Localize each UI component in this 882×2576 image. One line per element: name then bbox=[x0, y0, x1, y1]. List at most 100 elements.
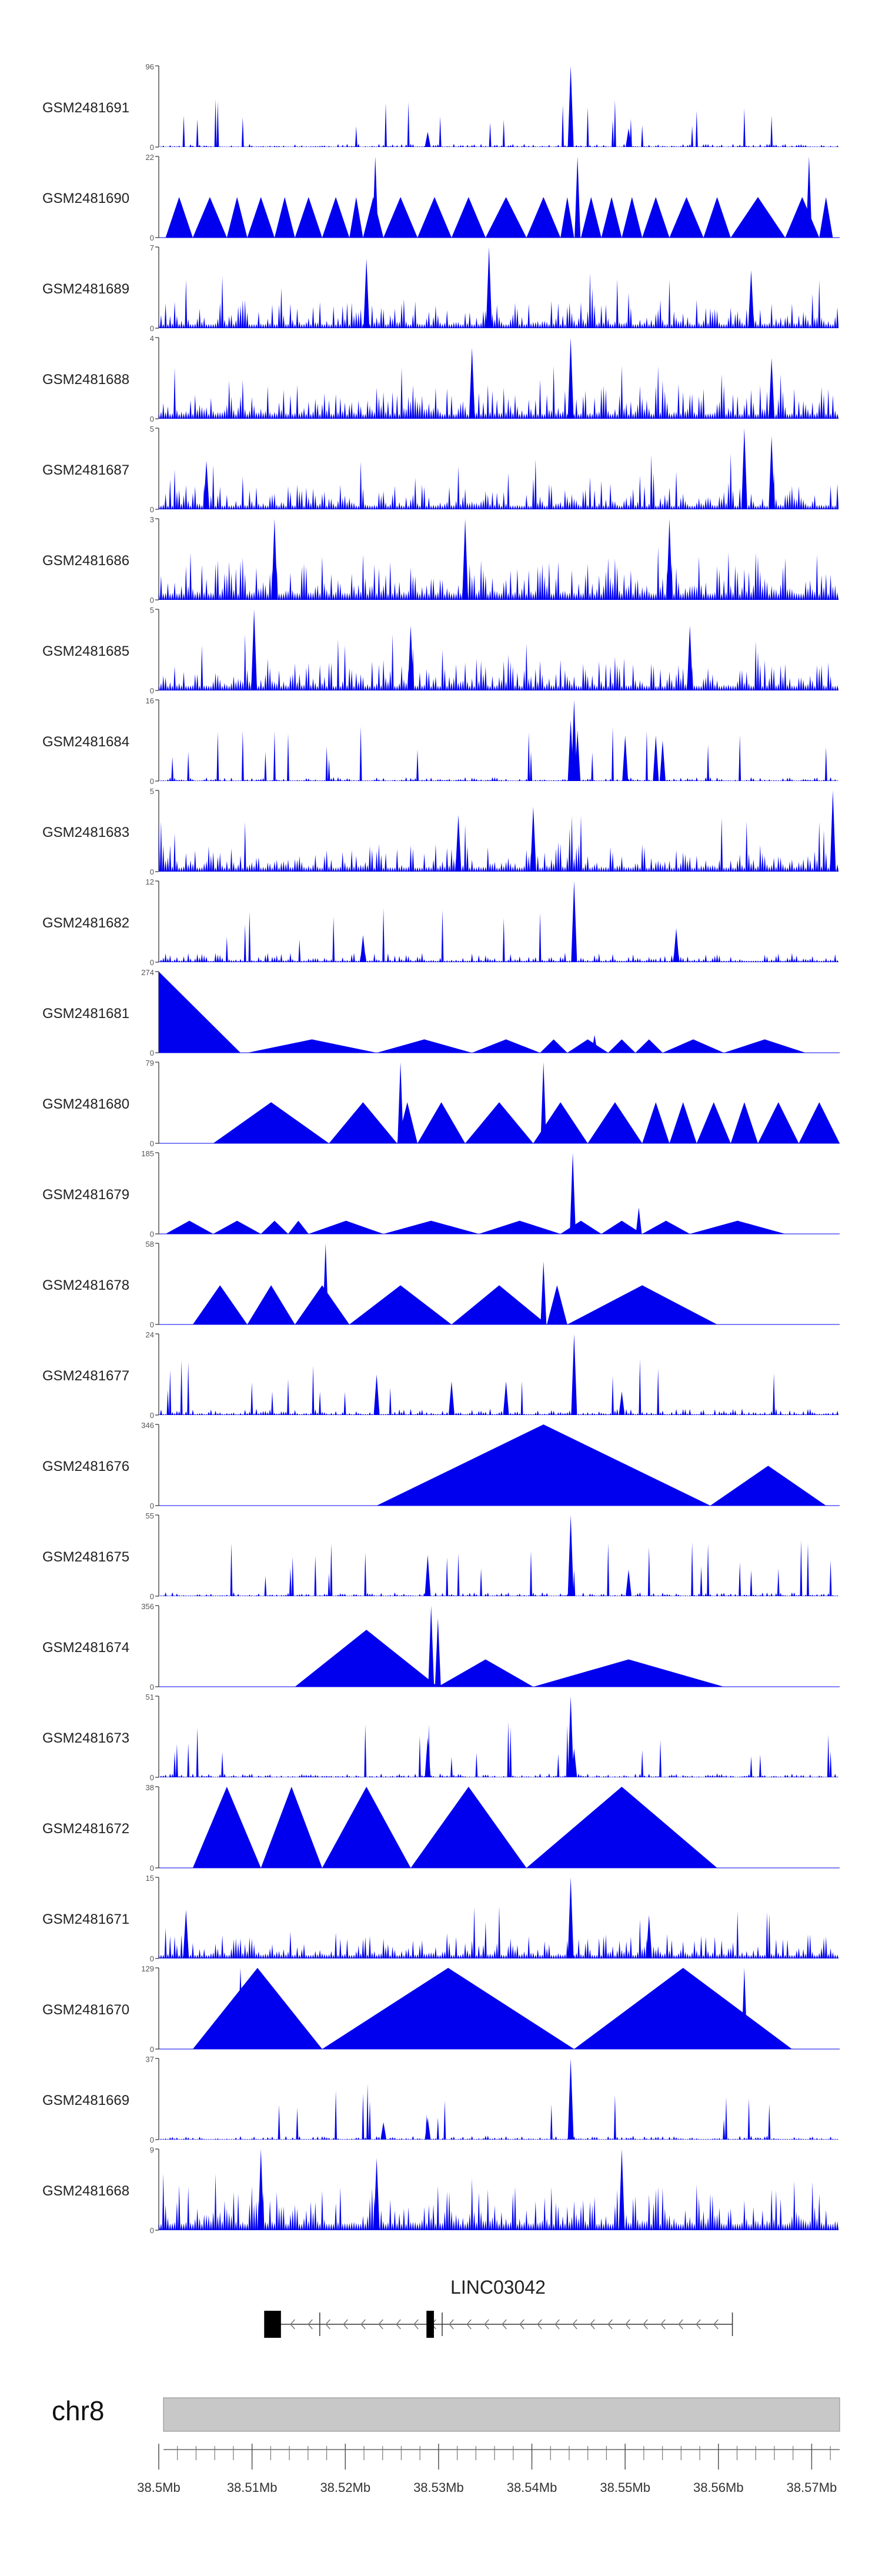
track-GSM2481676: GSM2481676 346 0 bbox=[42, 1421, 840, 1510]
coverage-peak bbox=[203, 461, 210, 509]
coverage-peak bbox=[741, 1968, 747, 2049]
coverage-peak bbox=[626, 128, 632, 147]
coverage-area bbox=[159, 816, 840, 872]
track-GSM2481680: GSM2481680 79 0 bbox=[42, 1059, 840, 1148]
coverage-peak bbox=[380, 2122, 387, 2140]
y-max-label: 274 bbox=[141, 968, 154, 977]
track-label: GSM2481691 bbox=[42, 100, 129, 116]
track-label: GSM2481684 bbox=[42, 734, 129, 750]
track-label: GSM2481672 bbox=[42, 1821, 129, 1837]
coverage-peak bbox=[659, 740, 666, 781]
strand-arrow bbox=[308, 2319, 313, 2330]
track-label: GSM2481674 bbox=[42, 1640, 129, 1656]
strand-arrow bbox=[713, 2319, 719, 2330]
y-max-label: 346 bbox=[141, 1421, 154, 1430]
coverage-peak bbox=[571, 1334, 577, 1415]
coverage-peak bbox=[567, 720, 574, 781]
strand-arrow bbox=[466, 2319, 472, 2330]
coverage-area bbox=[159, 547, 840, 600]
coverage-peak bbox=[806, 156, 812, 238]
coverage-peak bbox=[567, 1696, 574, 1777]
y-min-label: 0 bbox=[150, 1954, 154, 1963]
coverage-peak bbox=[397, 1062, 404, 1143]
coverage-area bbox=[159, 2083, 840, 2140]
coverage-peak bbox=[469, 348, 475, 419]
coverage-area bbox=[165, 197, 833, 238]
y-min-label: 0 bbox=[150, 415, 154, 423]
track-GSM2481691: GSM2481691 96 0 bbox=[42, 62, 840, 152]
track-GSM2481677: GSM2481677 24 0 bbox=[42, 1330, 840, 1420]
track-label: GSM2481682 bbox=[42, 915, 129, 931]
coverage-peak bbox=[407, 625, 414, 690]
coverage-area bbox=[165, 1220, 786, 1234]
strand-arrow bbox=[554, 2319, 560, 2330]
y-max-label: 3 bbox=[150, 515, 154, 524]
coverage-peak bbox=[741, 428, 747, 509]
track-label: GSM2481677 bbox=[42, 1368, 129, 1384]
coverage-peak bbox=[626, 1569, 632, 1596]
gene-exon bbox=[426, 2311, 434, 2338]
track-GSM2481682: GSM2481682 12 0 bbox=[42, 877, 840, 967]
strand-arrow bbox=[625, 2319, 630, 2330]
genome-axis-track: chr8 38.5Mb 38.51Mb 38.52Mb 38.53Mb 38.54Mb 3… bbox=[52, 2395, 840, 2495]
y-min-label: 0 bbox=[150, 1501, 154, 1510]
y-max-label: 12 bbox=[146, 877, 154, 886]
chromosome-ideogram bbox=[163, 2397, 840, 2432]
y-min-label: 0 bbox=[150, 958, 154, 967]
coverage-peak bbox=[653, 735, 659, 781]
coverage-peak bbox=[462, 519, 469, 600]
coverage-area bbox=[159, 273, 840, 328]
y-max-label: 96 bbox=[146, 62, 154, 71]
track-GSM2481683: GSM2481683 5 0 bbox=[42, 787, 840, 876]
y-min-label: 0 bbox=[150, 143, 154, 152]
coverage-area bbox=[159, 1906, 840, 1958]
coverage-peak bbox=[769, 358, 775, 419]
axis-tick-label: 38.51Mb bbox=[227, 2480, 278, 2495]
y-max-label: 129 bbox=[141, 1964, 154, 1973]
track-GSM2481671: GSM2481671 15 0 bbox=[42, 1874, 840, 1963]
coverage-area bbox=[295, 1630, 724, 1687]
coverage-peak bbox=[666, 519, 673, 600]
coverage-peak bbox=[425, 132, 431, 147]
axis-tick-label: 38.54Mb bbox=[507, 2480, 557, 2495]
coverage-peak bbox=[748, 270, 754, 328]
coverage-peak bbox=[687, 625, 693, 690]
coverage-peak bbox=[570, 1153, 576, 1234]
y-max-label: 4 bbox=[150, 334, 154, 343]
coverage-area bbox=[192, 1968, 792, 2049]
strand-arrow bbox=[290, 2319, 295, 2330]
coverage-area bbox=[192, 1285, 717, 1324]
coverage-peak bbox=[428, 1606, 435, 1687]
coverage-peak bbox=[455, 815, 462, 872]
coverage-area bbox=[159, 2173, 840, 2230]
y-min-label: 0 bbox=[150, 324, 154, 333]
y-min-label: 0 bbox=[150, 686, 154, 695]
coverage-peak bbox=[571, 881, 577, 962]
coverage-peak bbox=[571, 1749, 577, 1777]
y-min-label: 0 bbox=[150, 1049, 154, 1057]
track-GSM2481674: GSM2481674 356 0 bbox=[42, 1602, 840, 1691]
coverage-area bbox=[159, 908, 840, 962]
coverage-peak bbox=[592, 1035, 598, 1053]
coverage-peak bbox=[619, 1391, 625, 1415]
track-GSM2481688: GSM2481688 4 0 bbox=[42, 334, 840, 423]
coverage-peak bbox=[237, 1968, 243, 2049]
strand-arrow bbox=[572, 2319, 577, 2330]
y-max-label: 5 bbox=[150, 787, 154, 796]
y-max-label: 356 bbox=[141, 1602, 154, 1611]
axis-tick-label: 38.57Mb bbox=[787, 2480, 837, 2495]
y-min-label: 0 bbox=[150, 1230, 154, 1239]
coverage-area bbox=[376, 1424, 826, 1506]
strand-arrow bbox=[484, 2319, 489, 2330]
y-max-label: 5 bbox=[150, 606, 154, 615]
coverage-peak bbox=[769, 436, 775, 509]
y-max-label: 58 bbox=[146, 1240, 154, 1249]
track-label: GSM2481689 bbox=[42, 281, 129, 297]
strand-arrow bbox=[413, 2319, 419, 2330]
coverage-peak bbox=[540, 1261, 547, 1324]
coverage-area bbox=[159, 633, 840, 690]
coverage-area bbox=[159, 972, 806, 1053]
coverage-peak bbox=[567, 338, 574, 419]
coverage-area bbox=[159, 726, 840, 781]
track-GSM2481668: GSM2481668 9 0 bbox=[42, 2145, 840, 2235]
